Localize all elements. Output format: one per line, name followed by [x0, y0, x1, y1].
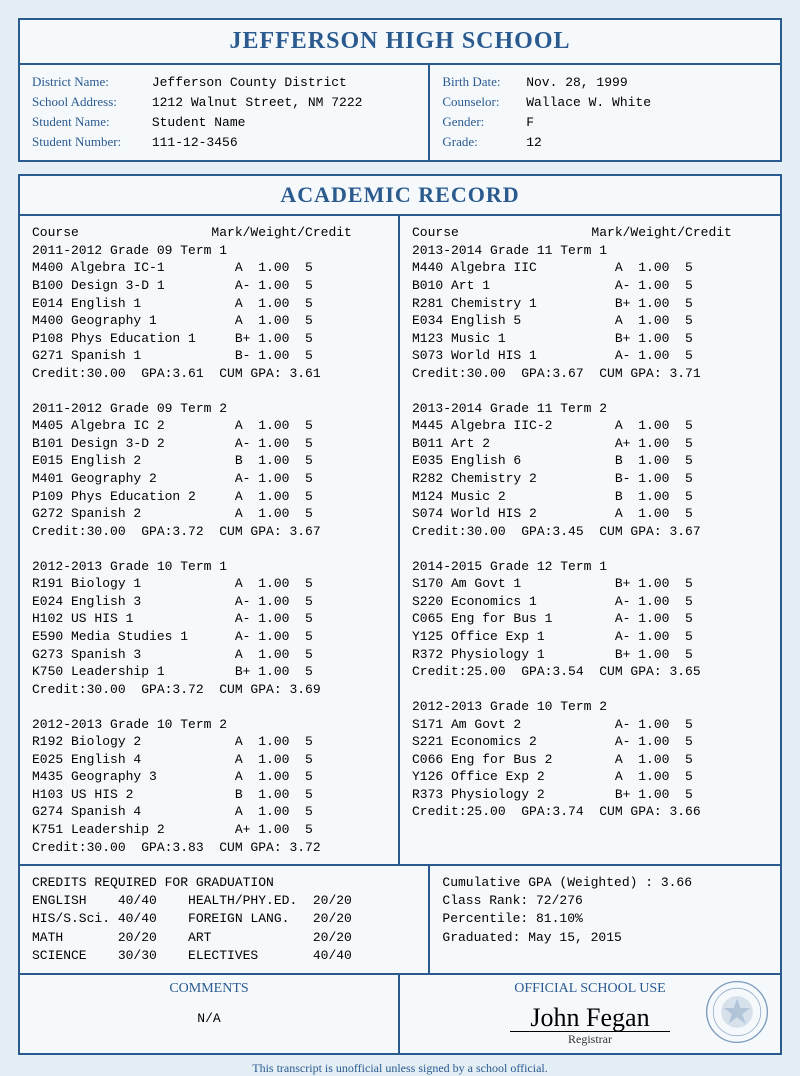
address-val: 1212 Walnut Street, NM 7222: [152, 95, 363, 110]
cumulative-box: Cumulative GPA (Weighted) : 3.66 Class R…: [430, 866, 780, 973]
grad-req-title: CREDITS REQUIRED FOR GRADUATION: [32, 875, 274, 890]
grad-req-line4: SCIENCE 30/30 ELECTIVES 40/40: [32, 948, 352, 963]
cum-pct: Percentile: 81.10%: [442, 910, 768, 928]
header-box: JEFFERSON HIGH SCHOOL District Name: Jef…: [18, 18, 782, 162]
grade-label: Grade:: [442, 133, 518, 152]
school-title: JEFFERSON HIGH SCHOOL: [20, 20, 780, 65]
courses-col-right: Course Mark/Weight/Credit 2013-2014 Grad…: [400, 216, 780, 864]
summary-row: CREDITS REQUIRED FOR GRADUATION ENGLISH …: [20, 866, 780, 975]
address-label: School Address:: [32, 93, 144, 112]
birth-val: Nov. 28, 1999: [526, 75, 627, 90]
cum-rank: Class Rank: 72/276: [442, 892, 768, 910]
grad-req-box: CREDITS REQUIRED FOR GRADUATION ENGLISH …: [20, 866, 430, 973]
number-label: Student Number:: [32, 133, 144, 152]
signature: John Fegan: [510, 1005, 669, 1032]
counselor-val: Wallace W. White: [526, 95, 651, 110]
footer-row: COMMENTS N/A OFFICIAL SCHOOL USE John Fe…: [20, 975, 780, 1053]
birth-label: Birth Date:: [442, 73, 518, 92]
courses-row: Course Mark/Weight/Credit 2011-2012 Grad…: [20, 216, 780, 866]
comments-label: COMMENTS: [26, 981, 392, 997]
number-val: 111-12-3456: [152, 135, 238, 150]
grad-req-line1: ENGLISH 40/40 HEALTH/PHY.ED. 20/20: [32, 893, 352, 908]
official-use-box: OFFICIAL SCHOOL USE John Fegan Registrar: [400, 975, 780, 1053]
info-row: District Name: Jefferson County District…: [20, 65, 780, 160]
seal-icon: [704, 979, 770, 1045]
grade-val: 12: [526, 135, 542, 150]
cum-gpa: Cumulative GPA (Weighted) : 3.66: [442, 874, 768, 892]
district-label: District Name:: [32, 73, 144, 92]
grad-req-line3: MATH 20/20 ART 20/20: [32, 930, 352, 945]
counselor-label: Counselor:: [442, 93, 518, 112]
cum-grad: Graduated: May 15, 2015: [442, 929, 768, 947]
gender-label: Gender:: [442, 113, 518, 132]
gender-val: F: [526, 115, 534, 130]
district-val: Jefferson County District: [152, 75, 347, 90]
unofficial-notice: This transcript is unofficial unless sig…: [18, 1061, 782, 1076]
student-val: Student Name: [152, 115, 246, 130]
grad-req-line2: HIS/S.Sci. 40/40 FOREIGN LANG. 20/20: [32, 911, 352, 926]
courses-col-left: Course Mark/Weight/Credit 2011-2012 Grad…: [20, 216, 400, 864]
comments-box: COMMENTS N/A: [20, 975, 400, 1053]
record-box: ACADEMIC RECORD Course Mark/Weight/Credi…: [18, 174, 782, 1055]
comments-val: N/A: [26, 1011, 392, 1026]
record-title: ACADEMIC RECORD: [20, 176, 780, 216]
info-left: District Name: Jefferson County District…: [20, 65, 430, 160]
info-right: Birth Date: Nov. 28, 1999 Counselor: Wal…: [430, 65, 780, 160]
student-label: Student Name:: [32, 113, 144, 132]
